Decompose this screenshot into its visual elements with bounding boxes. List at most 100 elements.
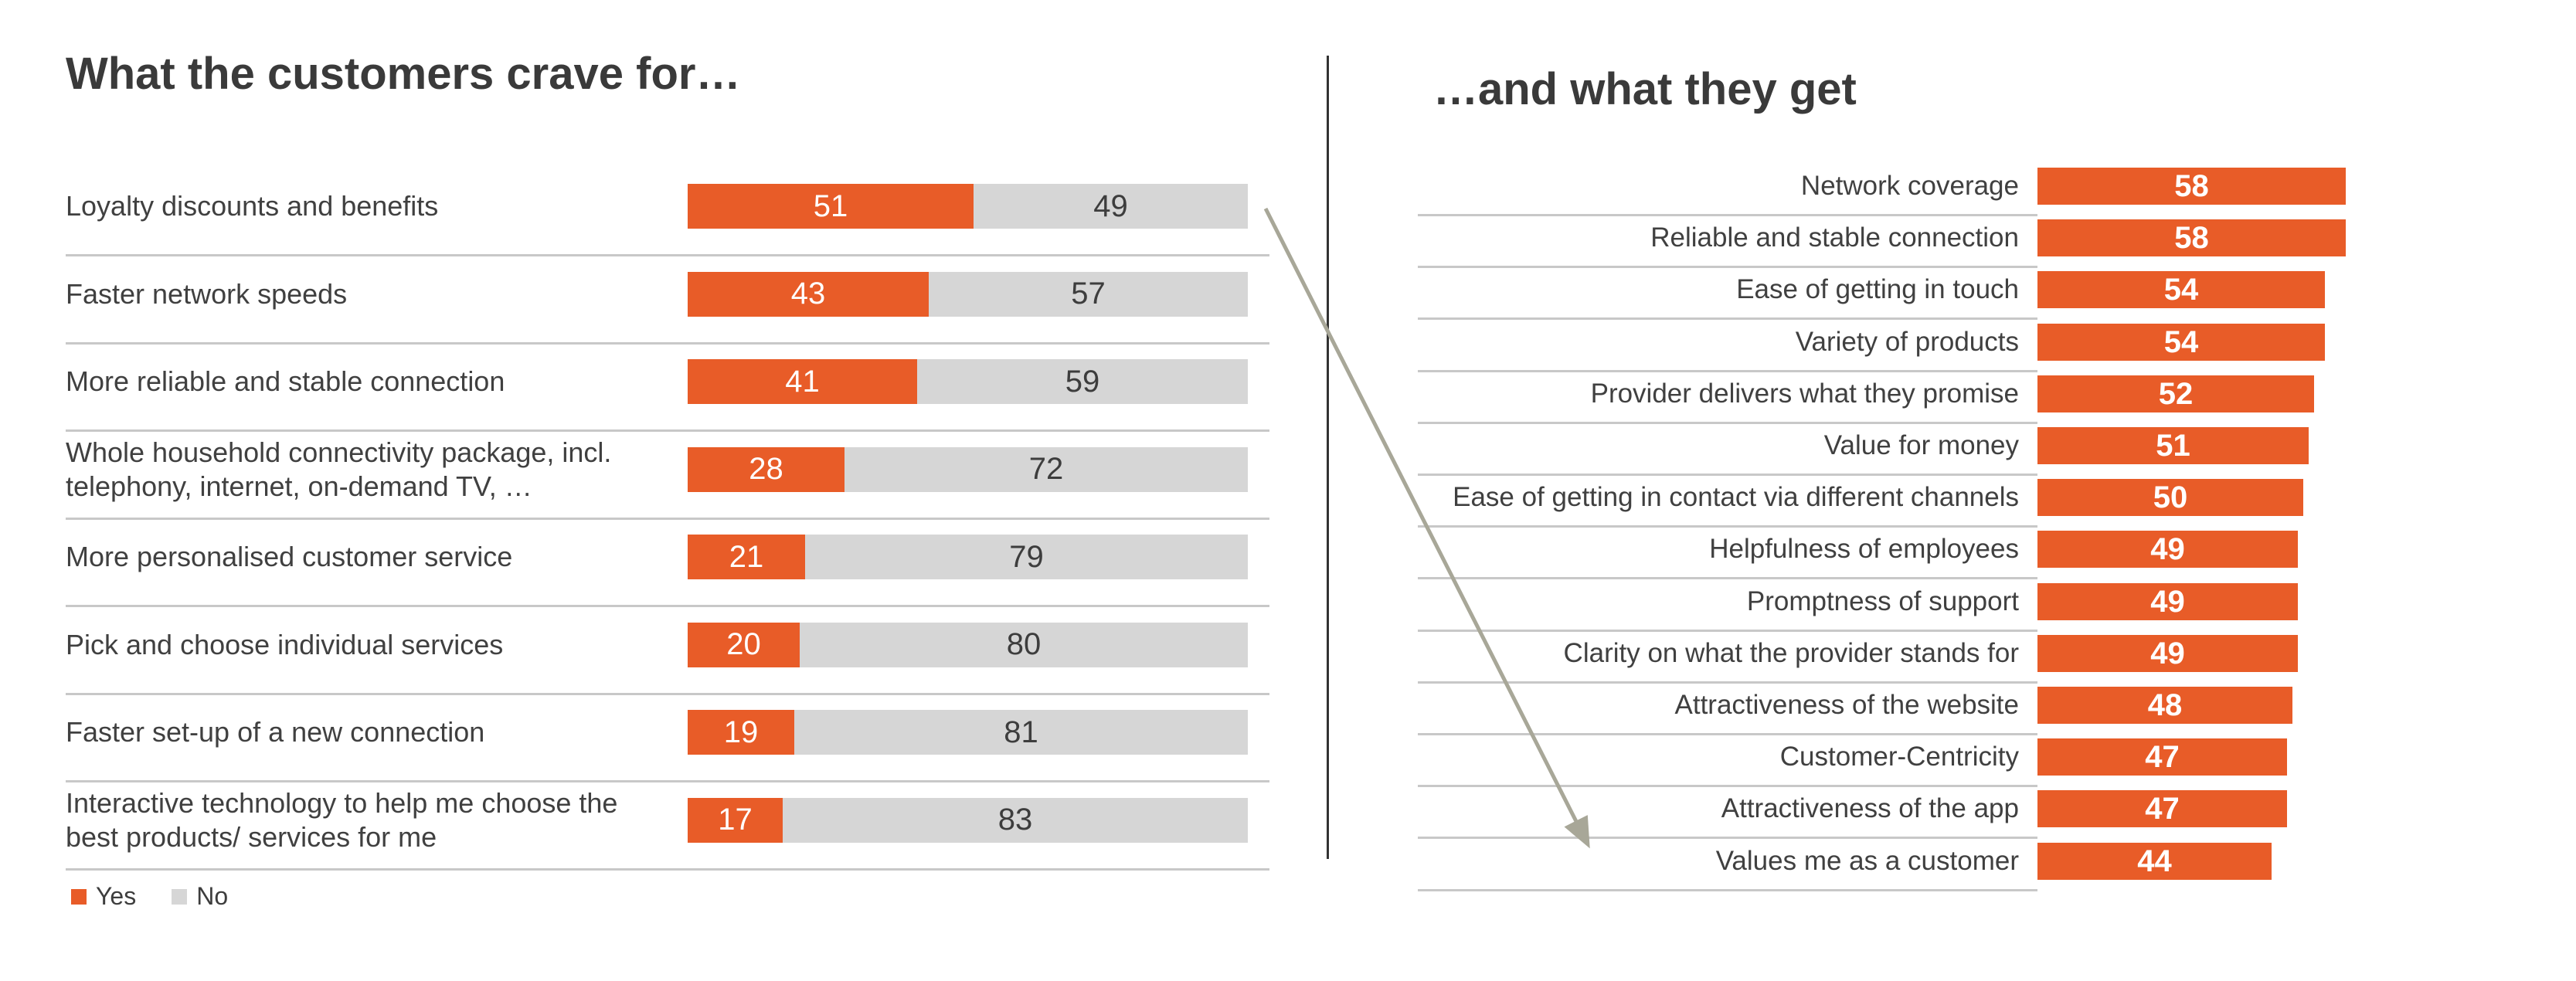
right-chart-row: Provider delivers what they promise 52 bbox=[0, 375, 2576, 412]
value-bar: 44 bbox=[2037, 843, 2272, 880]
right-chart-row: Promptness of support 49 bbox=[0, 583, 2576, 620]
right-chart-row: Attractiveness of the app 47 bbox=[0, 790, 2576, 827]
left-chart-row: Pick and choose individual services 20 80 bbox=[0, 622, 2576, 667]
right-chart-row: Values me as a customer 44 bbox=[0, 843, 2576, 880]
left-chart-title: What the customers crave for… bbox=[66, 49, 741, 99]
row-separator-line bbox=[1418, 577, 2037, 579]
row-separator-line bbox=[66, 429, 1269, 432]
row-separator-line bbox=[1418, 630, 2037, 632]
legend-item-yes: Yes bbox=[71, 882, 136, 911]
no-swatch-icon bbox=[172, 888, 188, 905]
right-row-label: Reliable and stable connection bbox=[1650, 222, 2019, 253]
value-bar: 48 bbox=[2037, 687, 2292, 724]
no-bar-segment: 79 bbox=[805, 535, 1248, 579]
right-row-label: Clarity on what the provider stands for bbox=[1563, 638, 2019, 668]
yes-bar-segment: 41 bbox=[688, 359, 917, 404]
right-chart-row: Helpfulness of employees 49 bbox=[0, 531, 2576, 568]
yes-bar-segment: 51 bbox=[688, 184, 974, 229]
row-separator-line bbox=[66, 605, 1269, 607]
yes-bar-segment: 43 bbox=[688, 271, 929, 317]
left-row-label: Loyalty discounts and benefits bbox=[66, 190, 439, 222]
value-bar: 49 bbox=[2037, 583, 2298, 620]
value-bar: 47 bbox=[2037, 738, 2287, 776]
row-separator-line bbox=[66, 867, 1269, 871]
right-chart-row: Customer-Centricity 47 bbox=[0, 738, 2576, 776]
stacked-bar: 21 79 bbox=[688, 535, 1248, 579]
right-chart-row: Ease of getting in contact via different… bbox=[0, 479, 2576, 516]
left-row-label: More personalised customer service bbox=[66, 541, 513, 572]
left-row-label: Pick and choose individual services bbox=[66, 628, 504, 660]
right-chart-row: Reliable and stable connection 58 bbox=[0, 219, 2576, 256]
left-row-label: More reliable and stable connection bbox=[66, 365, 505, 397]
row-separator-line bbox=[66, 341, 1269, 345]
left-row-label: Faster network speeds bbox=[66, 277, 348, 310]
row-separator-line bbox=[1418, 370, 2037, 372]
row-separator-line bbox=[1418, 733, 2037, 735]
no-bar-segment: 59 bbox=[917, 359, 1248, 404]
no-bar-segment: 72 bbox=[845, 446, 1248, 492]
row-separator-line bbox=[1418, 422, 2037, 424]
row-separator-line bbox=[1418, 889, 2037, 891]
row-separator-line bbox=[66, 780, 1269, 782]
row-separator-line bbox=[1418, 681, 2037, 684]
row-separator-line bbox=[66, 517, 1269, 520]
right-row-label: Value for money bbox=[1823, 430, 2019, 460]
stacked-bar: 19 81 bbox=[688, 710, 1248, 755]
right-row-label: Provider delivers what they promise bbox=[1590, 378, 2019, 409]
right-row-label: Network coverage bbox=[1800, 171, 2019, 201]
stacked-bar: 28 72 bbox=[688, 446, 1248, 492]
no-bar-segment: 80 bbox=[800, 622, 1248, 667]
legend: Yes No bbox=[71, 882, 263, 911]
left-chart-row: Loyalty discounts and benefits 51 49 bbox=[0, 184, 2576, 229]
value-bar: 51 bbox=[2037, 427, 2309, 464]
stacked-bar: 43 57 bbox=[688, 271, 1248, 317]
left-chart-row: Faster set-up of a new connection 19 81 bbox=[0, 710, 2576, 755]
stacked-bar: 51 49 bbox=[688, 184, 1248, 229]
value-bar: 54 bbox=[2037, 271, 2325, 308]
value-bar: 58 bbox=[2037, 168, 2346, 205]
value-bar: 50 bbox=[2037, 479, 2303, 516]
right-chart-row: Ease of getting in touch 54 bbox=[0, 271, 2576, 308]
left-chart-row: More reliable and stable connection 41 59 bbox=[0, 359, 2576, 404]
row-separator-line bbox=[66, 254, 1269, 256]
right-row-label: Promptness of support bbox=[1746, 586, 2019, 616]
stacked-bar: 20 80 bbox=[688, 622, 1248, 667]
right-row-label: Ease of getting in touch bbox=[1736, 274, 2019, 304]
right-chart-title: …and what they get bbox=[1433, 64, 1857, 114]
value-bar: 49 bbox=[2037, 635, 2298, 672]
yes-swatch-icon bbox=[71, 888, 87, 905]
right-row-label: Ease of getting in contact via different… bbox=[1453, 482, 2019, 512]
left-chart-row: Faster network speeds 43 57 bbox=[0, 271, 2576, 317]
legend-no-label: No bbox=[196, 882, 229, 910]
row-separator-line bbox=[1418, 317, 2037, 320]
right-row-label: Customer-Centricity bbox=[1779, 742, 2019, 772]
no-bar-segment: 57 bbox=[929, 271, 1248, 317]
right-row-label: Variety of products bbox=[1795, 327, 2019, 357]
yes-bar-segment: 21 bbox=[688, 535, 805, 579]
value-bar: 58 bbox=[2037, 219, 2346, 256]
stacked-bar: 41 59 bbox=[688, 359, 1248, 404]
value-bar: 54 bbox=[2037, 324, 2325, 361]
left-row-label: Faster set-up of a new connection bbox=[66, 716, 485, 748]
right-chart-row: Attractiveness of the website 48 bbox=[0, 687, 2576, 724]
value-bar: 47 bbox=[2037, 790, 2287, 827]
right-chart-row: Clarity on what the provider stands for 4… bbox=[0, 635, 2576, 672]
no-bar-segment: 83 bbox=[783, 797, 1248, 843]
right-row-label: Values me as a customer bbox=[1715, 846, 2019, 876]
row-separator-line bbox=[1418, 266, 2037, 268]
yes-bar-segment: 20 bbox=[688, 622, 800, 667]
yes-bar-segment: 17 bbox=[688, 797, 783, 843]
row-separator-line bbox=[1418, 785, 2037, 787]
value-bar: 49 bbox=[2037, 531, 2298, 568]
row-separator-line bbox=[1418, 214, 2037, 216]
right-chart-row: Value for money 51 bbox=[0, 427, 2576, 464]
yes-bar-segment: 19 bbox=[688, 710, 794, 755]
no-bar-segment: 81 bbox=[794, 710, 1248, 755]
row-separator-line bbox=[1418, 837, 2037, 839]
right-chart-row: Variety of products 54 bbox=[0, 324, 2576, 361]
right-row-label: Attractiveness of the app bbox=[1721, 793, 2019, 823]
stacked-bar: 17 83 bbox=[688, 797, 1248, 843]
row-separator-line bbox=[1418, 474, 2037, 476]
left-chart-row: More personalised customer service 21 79 bbox=[0, 535, 2576, 579]
